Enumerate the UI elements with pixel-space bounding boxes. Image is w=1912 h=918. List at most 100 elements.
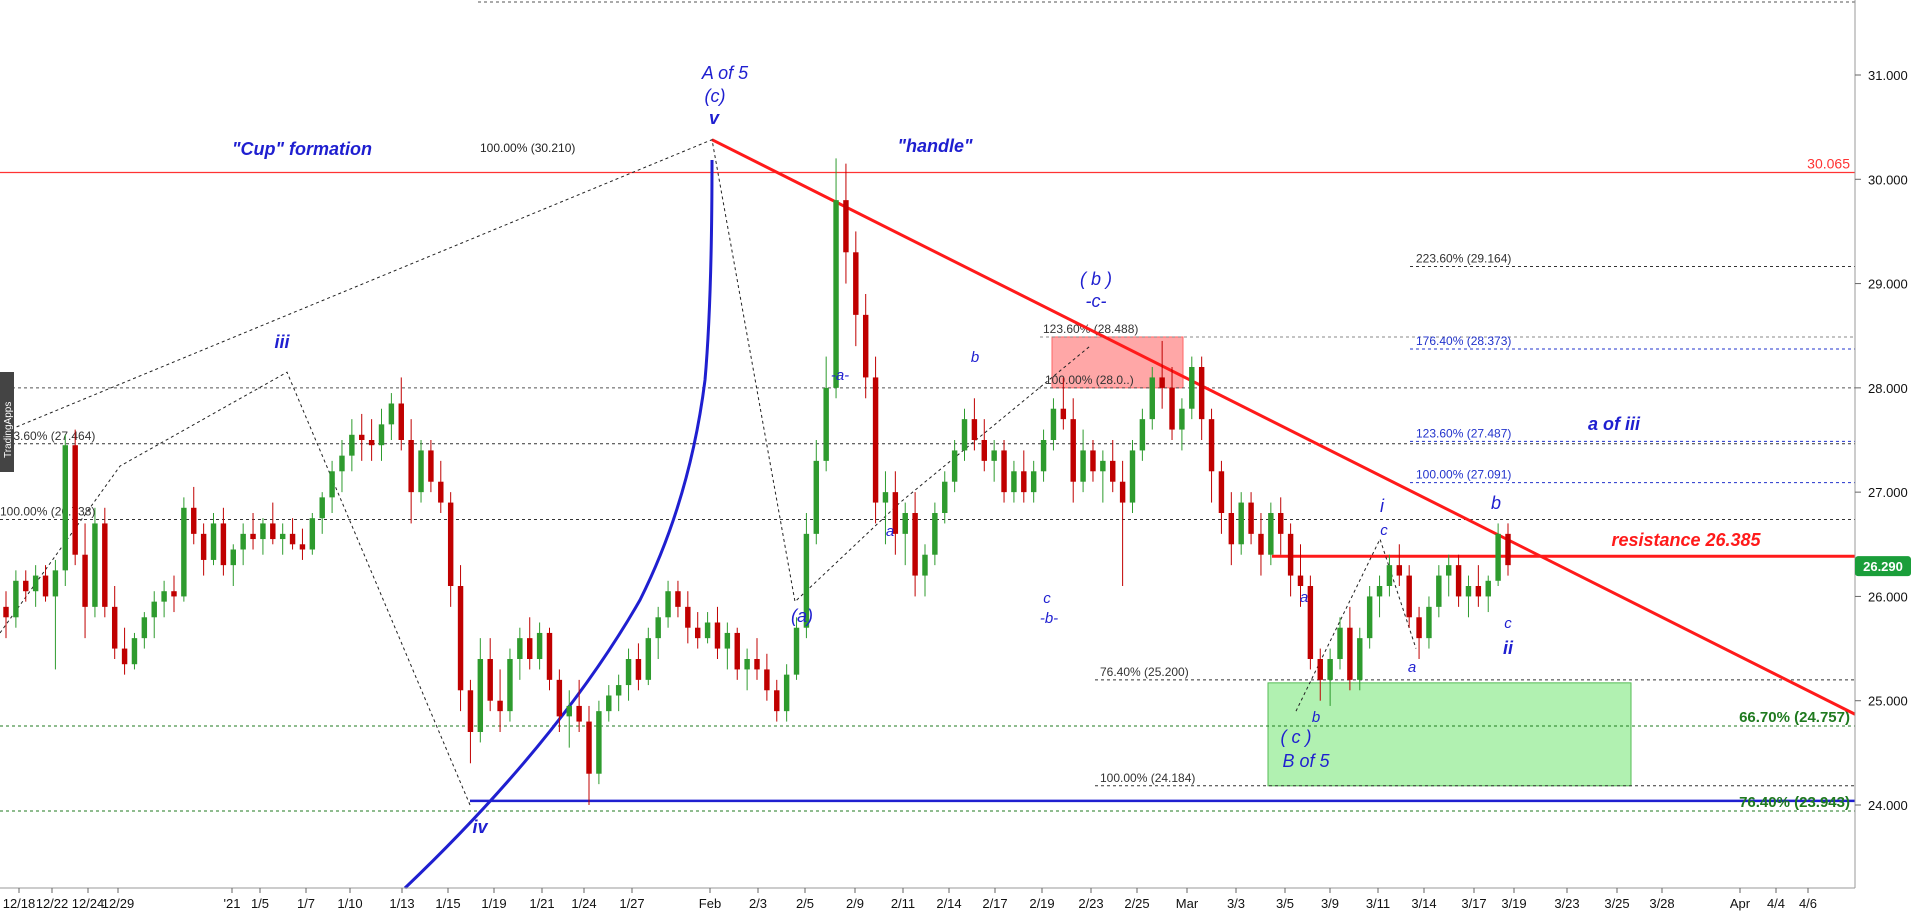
wave-connector-left — [0, 371, 471, 806]
candle-body — [872, 377, 879, 503]
x-tick-label: 12/24 — [72, 896, 105, 911]
candle-body — [1100, 460, 1106, 472]
candle-body — [1119, 481, 1126, 503]
candle-body — [1080, 450, 1086, 482]
candle-body — [1287, 533, 1294, 576]
level-line-label: 100.00% (27.091) — [1416, 468, 1511, 482]
candle-body — [922, 554, 928, 576]
candle-body — [418, 450, 424, 493]
wave-label-a-dash: -a- — [831, 367, 849, 384]
wave-label-c-paren-top: (c) — [705, 86, 726, 106]
candle-body — [200, 533, 207, 560]
candle-body — [1297, 575, 1304, 586]
candle-body — [576, 705, 582, 722]
candle-body — [477, 659, 484, 732]
candle-body — [1436, 575, 1442, 607]
candle-body — [882, 492, 889, 503]
annotations-layer: "Cup" formation "handle" 100.00% (30.210… — [0, 63, 1762, 837]
candle-body — [862, 314, 869, 378]
candle-body — [1208, 419, 1215, 472]
level-line-label: 66.70% (24.757) — [1739, 709, 1850, 726]
candle-body — [1327, 659, 1333, 680]
y-tick-label: 24.000 — [1868, 798, 1908, 813]
candle-body — [1110, 460, 1116, 482]
candle-body — [171, 591, 177, 597]
x-tick-label: 1/10 — [337, 896, 362, 911]
candle-body — [665, 591, 671, 618]
candle-body — [1347, 627, 1353, 680]
candle-body — [1396, 565, 1403, 576]
wave-label-c-small-3: c — [1504, 615, 1512, 632]
candle-body — [942, 481, 948, 513]
candle-body — [408, 440, 414, 493]
candle-body — [250, 533, 256, 540]
wave-label-a-paren: (a) — [791, 606, 813, 626]
candle-body — [1475, 586, 1482, 597]
x-tick-label: 4/4 — [1767, 896, 1785, 911]
wave-label-ii: ii — [1503, 638, 1514, 658]
candle-body — [625, 659, 632, 686]
candle-body — [378, 424, 385, 446]
candle-body — [1366, 596, 1373, 639]
candle-body — [1169, 387, 1175, 430]
level-line-label: 123.60% (27.487) — [1416, 426, 1511, 440]
candle-body — [1021, 471, 1027, 493]
wave-label-iv: iv — [472, 817, 488, 837]
candle-body — [1090, 450, 1096, 472]
wave-lines-layer — [0, 138, 1856, 890]
wave-label-i: i — [1380, 496, 1385, 516]
level-line-label: 100.00% (28.0..) — [1045, 373, 1134, 387]
level-line-label: 223.60% (29.164) — [1416, 251, 1511, 265]
candle-body — [1040, 440, 1047, 472]
candle-body — [447, 502, 454, 586]
candle-body — [1050, 408, 1057, 440]
wave-label-c-small-1: c — [1043, 590, 1051, 607]
candle-body — [82, 554, 88, 607]
candle-body — [457, 586, 464, 691]
candle-body — [675, 591, 681, 607]
candle-body — [368, 440, 375, 446]
candle-body — [3, 606, 9, 618]
x-tick-label: 12/18 — [3, 896, 36, 911]
candle-body — [1317, 659, 1323, 680]
x-tick-label: 3/17 — [1461, 896, 1486, 911]
candle-body — [62, 445, 69, 571]
x-tick-label: 2/11 — [891, 896, 915, 911]
candle-body — [645, 638, 652, 680]
x-tick-label: 3/25 — [1604, 896, 1629, 911]
x-tick-label: 1/15 — [435, 896, 460, 911]
x-tick-label: 2/19 — [1029, 896, 1054, 911]
candle-body — [724, 632, 731, 649]
last-price-badge-bg — [1855, 556, 1911, 577]
candle-body — [1070, 419, 1076, 482]
candle-body — [615, 685, 622, 696]
candle-body — [1060, 408, 1067, 420]
candle-body — [991, 450, 997, 461]
candle-body — [655, 617, 661, 639]
candle-body — [230, 549, 236, 566]
cup-formation-label: "Cup" formation — [232, 139, 372, 159]
x-tick-label: 1/27 — [619, 896, 644, 911]
candle-body — [270, 523, 276, 540]
level-line-label: 176.40% (28.373) — [1416, 334, 1511, 348]
candle-body — [694, 627, 701, 639]
wave-label-b-dash: -b- — [1040, 610, 1058, 627]
candle-body — [1268, 513, 1274, 555]
candle-body — [902, 513, 908, 534]
candle-body — [1357, 638, 1363, 680]
candle-body — [1238, 502, 1244, 545]
candle-body — [32, 575, 39, 592]
candle-body — [596, 711, 602, 774]
candle-body — [1307, 586, 1314, 659]
y-tick-label: 26.000 — [1868, 589, 1908, 604]
candle-body — [1376, 586, 1383, 597]
candle-body — [961, 419, 968, 451]
candle-body — [1278, 513, 1284, 534]
candle-body — [793, 627, 800, 675]
wave-label-b-paren: ( b ) — [1080, 269, 1112, 289]
candle-body — [685, 606, 691, 628]
wave-label-v: v — [709, 108, 720, 128]
watermark-bg — [0, 372, 14, 472]
level-line-label: 30.065 — [1807, 156, 1850, 172]
candle-body — [1149, 377, 1155, 420]
